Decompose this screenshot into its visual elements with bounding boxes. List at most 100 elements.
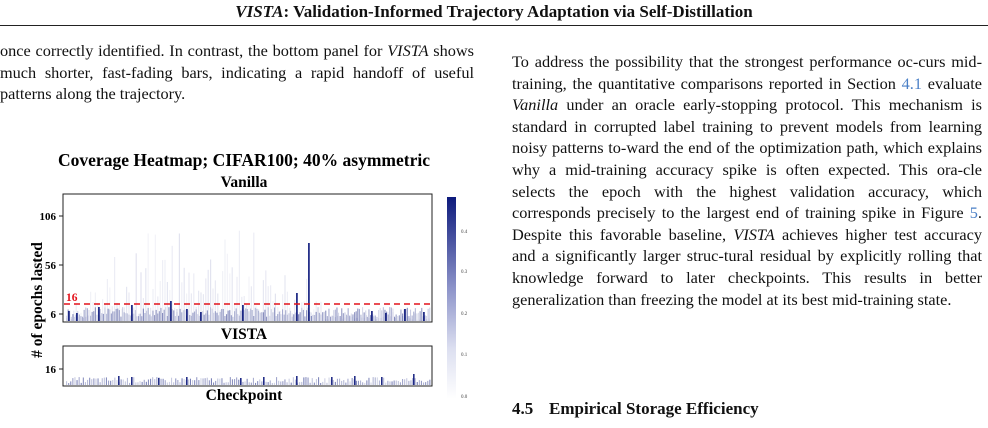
header-rule (0, 25, 988, 26)
heatmap-cell (302, 309, 304, 321)
heatmap-cell (322, 312, 324, 321)
figure-ref-link[interactable]: 5 (969, 203, 978, 223)
heatmap-cell (183, 267, 185, 321)
heatmap-cell (420, 380, 422, 385)
heatmap-cell (364, 382, 366, 385)
heatmap-cell (198, 290, 200, 321)
heatmap-cell (217, 293, 219, 321)
heatmap-cell (368, 318, 370, 321)
heatmap-cell (363, 312, 365, 321)
heatmap-cell (102, 313, 104, 321)
heatmap-cell (294, 312, 296, 321)
heatmap-cell (145, 381, 147, 385)
heatmap-cell (416, 319, 418, 321)
heatmap-cell (206, 310, 208, 321)
y-axis-label: # of epochs lasted (29, 242, 46, 358)
heatmap-cell (184, 309, 186, 321)
heatmap-cell (165, 307, 167, 321)
heatmap-cell (269, 315, 271, 321)
heatmap-cell (221, 309, 223, 321)
left-vista-italic: VISTA (387, 41, 429, 60)
heatmap-cell (261, 312, 263, 321)
heatmap-cell (387, 314, 389, 321)
heatmap-cell (218, 315, 220, 321)
heatmap-cell (260, 312, 262, 321)
heatmap-cell (267, 382, 269, 385)
heatmap-cell (267, 307, 269, 321)
heatmap-cell (186, 293, 188, 321)
heatmap-cell (306, 310, 308, 321)
heatmap-cell (85, 307, 87, 321)
heatmap-cell (307, 377, 309, 385)
heatmap-strong-cell (118, 376, 120, 385)
heatmap-cell (330, 316, 332, 321)
heatmap-cell (159, 281, 161, 321)
heatmap-cell (349, 317, 351, 321)
heatmap-cell (322, 381, 324, 385)
heatmap-cell (355, 311, 357, 321)
heatmap-cell (400, 309, 402, 321)
heatmap-cell (176, 309, 178, 321)
heatmap-cell (171, 309, 173, 321)
heatmap-cell (146, 310, 148, 321)
heatmap-cell (139, 313, 141, 321)
heatmap-cell (269, 380, 271, 385)
heatmap-cell (320, 314, 322, 321)
heatmap-cell (116, 302, 118, 321)
heatmap-cell (421, 307, 423, 321)
heatmap-cell (171, 377, 173, 385)
heatmap-cell (354, 318, 356, 321)
heatmap-cell (310, 316, 312, 321)
heatmap-cell (363, 317, 365, 321)
heatmap-strong-cell (308, 243, 310, 321)
heatmap-cell (97, 303, 99, 321)
heatmap-strong-cell (158, 378, 160, 385)
heatmap-cell (395, 314, 397, 321)
heatmap-cell (277, 307, 279, 321)
threshold-label: 16 (66, 292, 78, 304)
heatmap-cell (378, 318, 380, 321)
heatmap-cell (351, 378, 353, 385)
heatmap-cell (87, 379, 89, 385)
heatmap-cell (346, 314, 348, 321)
section-ref-link[interactable]: 4.1 (901, 73, 923, 93)
heatmap-cell (195, 306, 197, 321)
heatmap-cell (133, 307, 135, 321)
heatmap-cell (181, 282, 183, 321)
heatmap-cell (305, 377, 307, 385)
heatmap-cell (78, 316, 80, 321)
heatmap-cell (414, 313, 416, 321)
section-title: Empirical Storage Efficiency (549, 399, 759, 418)
right-text-3: under an oracle early-stopping protocol.… (512, 95, 982, 223)
heatmap-cell (427, 380, 429, 385)
heatmap-cell (106, 279, 108, 321)
heatmap-cell (394, 318, 396, 321)
heatmap-cell (82, 316, 84, 321)
heatmap-cell (214, 311, 216, 321)
heatmap-cell (414, 308, 416, 321)
top-tick-label-106: 106 (40, 211, 57, 223)
heatmap-cell (342, 318, 344, 321)
heatmap-cell (325, 310, 327, 321)
heatmap-cell (91, 379, 93, 385)
heatmap-cell (399, 382, 401, 385)
heatmap-cell (179, 308, 181, 321)
heatmap-cell (277, 314, 279, 321)
heatmap-cell (204, 378, 206, 385)
heatmap-cell (246, 378, 248, 385)
heatmap-cell (181, 378, 183, 385)
heatmap-cell (376, 316, 378, 321)
heatmap-cell (326, 316, 328, 321)
heatmap-cell (134, 310, 136, 321)
heatmap-cell (231, 379, 233, 385)
heatmap-cell (326, 382, 328, 385)
heatmap-cell (339, 317, 341, 321)
heatmap-cell (290, 382, 292, 385)
heatmap-cell (112, 311, 114, 321)
heatmap-cell (358, 308, 360, 321)
heatmap-cell (292, 377, 294, 385)
heatmap-cell (215, 380, 217, 385)
heatmap-cell (373, 314, 375, 321)
heatmap-cell (178, 233, 180, 321)
heatmap-cell (82, 377, 84, 385)
